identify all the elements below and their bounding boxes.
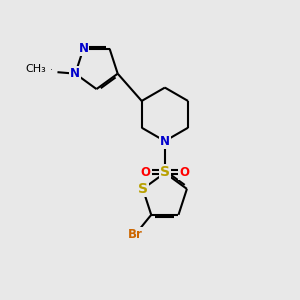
Text: O: O bbox=[141, 166, 151, 179]
Text: S: S bbox=[160, 165, 170, 179]
Text: N: N bbox=[70, 67, 80, 80]
Text: CH₃: CH₃ bbox=[26, 64, 46, 74]
Text: Br: Br bbox=[128, 228, 143, 241]
Text: N: N bbox=[78, 42, 88, 55]
Text: N: N bbox=[51, 69, 52, 70]
Text: N: N bbox=[160, 135, 170, 148]
Text: O: O bbox=[179, 166, 189, 179]
Text: N: N bbox=[51, 69, 52, 70]
Text: S: S bbox=[138, 182, 148, 196]
